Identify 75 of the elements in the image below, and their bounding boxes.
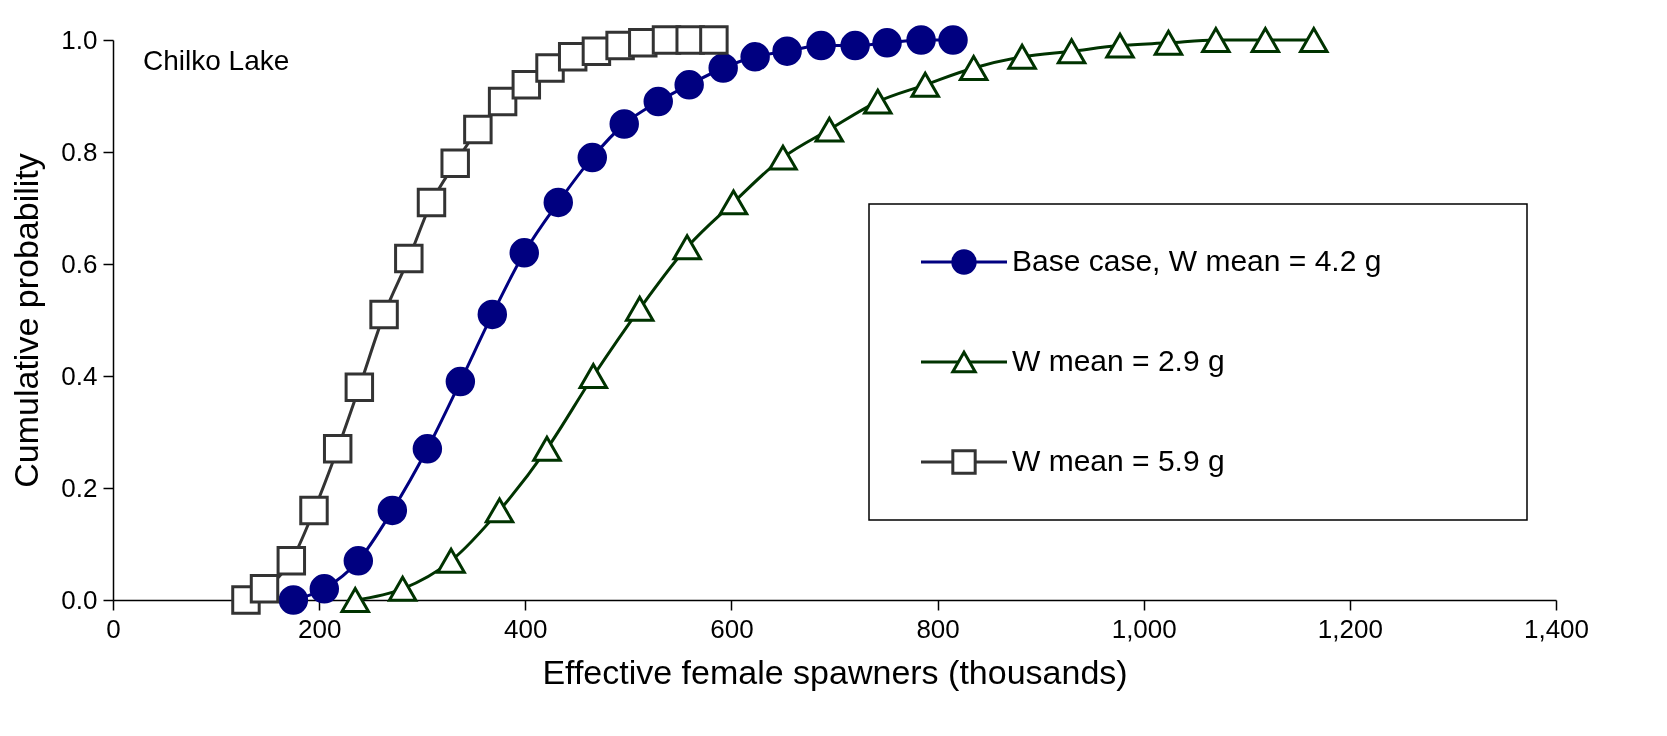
point [509,238,539,268]
point [772,36,802,66]
point [412,434,443,464]
point [249,574,280,604]
point [487,86,518,117]
point [1299,27,1329,53]
point [276,546,307,576]
point [863,88,893,115]
point [740,42,770,72]
point [806,30,836,61]
point [708,53,738,83]
point [768,144,798,171]
point [577,142,608,173]
point [699,25,729,55]
y-tick-label: 0.2 [61,472,98,503]
point [477,299,508,330]
point [643,86,673,117]
y-tick-label: 0.0 [61,584,98,615]
point [340,587,370,613]
x-axis-title: Effective female spawners (thousands) [542,652,1128,691]
x-tick-label: 800 [916,613,960,644]
y-axis-title: Cumulative probability [7,153,46,488]
point [440,148,470,178]
point [958,55,989,81]
y-tick-label: 0.6 [61,248,98,279]
x-tick-label: 0 [106,613,121,644]
point [416,187,447,218]
x-tick-label: 1,000 [1111,613,1177,644]
point [299,495,329,526]
point [344,372,375,402]
point [377,495,408,526]
point [369,299,399,330]
x-tick-label: 1,400 [1523,613,1590,644]
legend-label: W mean = 2.9 g [1012,344,1225,377]
point [278,585,309,615]
point [1056,38,1087,65]
legend-label: W mean = 5.9 g [1012,444,1225,477]
point [532,435,562,462]
point [1105,32,1135,59]
point [322,434,353,464]
point [387,575,418,602]
x-tick-label: 200 [297,613,342,644]
annotation: Chilko Lake [143,45,290,76]
point [1153,29,1184,56]
point [1007,43,1037,70]
y-tick-label: 1.0 [61,24,98,55]
legend-label: Base case, W mean = 4.2 g [1012,244,1382,277]
point [938,25,968,55]
point [674,70,704,100]
y-tick-label: 0.4 [61,360,98,391]
point [872,28,902,58]
point [814,116,845,143]
point [394,243,424,274]
x-tick-label: 600 [710,613,754,644]
y-tick-label: 0.8 [61,136,98,167]
point [624,295,655,322]
point [718,189,749,216]
point [463,114,493,145]
point [445,366,476,397]
x-tick-label: 400 [504,613,548,644]
point [511,70,542,100]
point [309,574,340,604]
point [1250,27,1281,53]
point [436,547,466,574]
point [906,25,936,55]
point [910,71,940,98]
point [484,497,515,524]
point [578,363,609,389]
x-tick-label: 1,200 [1317,613,1383,644]
point [1201,27,1231,53]
point [840,30,870,61]
point [672,234,702,261]
point [609,109,639,139]
point [343,546,374,576]
point [543,187,573,218]
